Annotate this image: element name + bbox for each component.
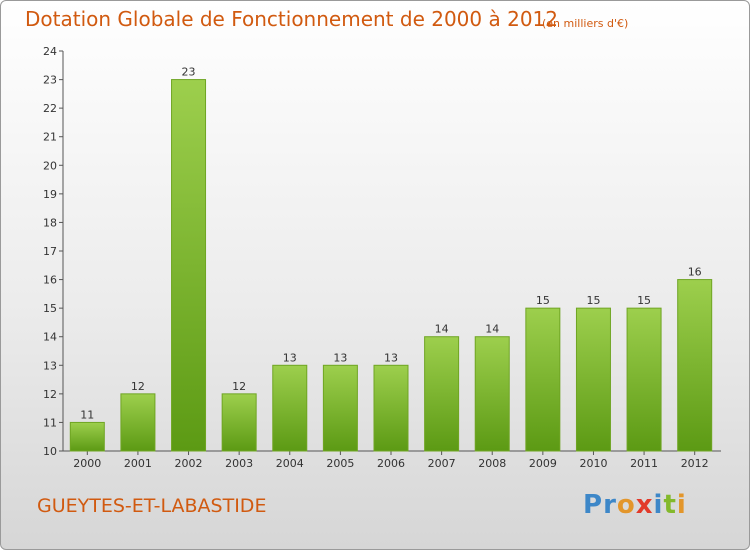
y-tick-label: 24 (43, 45, 57, 58)
bar (626, 307, 662, 452)
y-tick-label: 22 (43, 102, 57, 115)
bar (525, 307, 561, 452)
bar (69, 421, 105, 452)
x-tick-label: 2000 (73, 457, 101, 470)
bar (221, 393, 257, 452)
bar (677, 279, 713, 452)
data-label: 16 (688, 266, 702, 279)
bar (474, 336, 510, 452)
logo-letter: x (635, 490, 654, 520)
commune-name: GUEYTES-ET-LABASTIDE (37, 495, 267, 517)
data-label: 12 (131, 380, 145, 393)
data-label: 11 (80, 408, 94, 421)
bar (373, 364, 409, 452)
bar (171, 79, 207, 452)
data-label: 14 (485, 323, 499, 336)
y-tick-label: 23 (43, 74, 57, 87)
x-tick-label: 2004 (276, 457, 304, 470)
logo-letter: i (653, 490, 664, 520)
y-tick-label: 18 (43, 216, 57, 229)
data-label: 23 (182, 66, 196, 79)
y-tick-label: 11 (43, 416, 57, 429)
data-label: 13 (283, 351, 297, 364)
data-label: 15 (637, 294, 651, 307)
bar (322, 364, 358, 452)
labels: 2000 11 2001 12 2002 23 2003 12 2004 13 2005 13 2006… (73, 66, 708, 470)
x-tick-label: 2005 (326, 457, 354, 470)
data-label: 15 (586, 294, 600, 307)
logo-letter: i (676, 490, 687, 520)
x-tick-label: 2011 (630, 457, 658, 470)
y-tick-label: 12 (43, 388, 57, 401)
logo-letter: o (616, 490, 636, 520)
data-label: 13 (384, 351, 398, 364)
x-tick-label: 2008 (478, 457, 506, 470)
bar (575, 307, 611, 452)
x-tick-label: 2009 (529, 457, 557, 470)
bar (272, 364, 308, 452)
x-tick-label: 2007 (428, 457, 456, 470)
x-tick-label: 2001 (124, 457, 152, 470)
chart-title: Dotation Globale de Fonctionnement de 20… (25, 7, 558, 31)
axes: 10 11 12 13 14 15 16 17 18 19 20 21 22 23 24 (43, 45, 721, 458)
chart-subtitle: (en milliers d'€) (542, 17, 629, 30)
x-tick-label: 2010 (579, 457, 607, 470)
proxiti-logo[interactable]: Proxiti (583, 490, 687, 520)
data-label: 13 (333, 351, 347, 364)
y-tick-label: 20 (43, 159, 57, 172)
logo-letter: r (603, 490, 617, 520)
y-tick-label: 10 (43, 445, 57, 458)
y-tick-label: 16 (43, 274, 57, 287)
data-label: 15 (536, 294, 550, 307)
y-tick-label: 14 (43, 331, 57, 344)
y-tick-label: 21 (43, 131, 57, 144)
logo-letter: t (663, 490, 677, 520)
x-tick-label: 2003 (225, 457, 253, 470)
y-tick-label: 15 (43, 302, 57, 315)
y-tick-label: 19 (43, 188, 57, 201)
x-tick-label: 2012 (681, 457, 709, 470)
data-label: 14 (435, 323, 449, 336)
y-tick-label: 17 (43, 245, 57, 258)
y-tick-label: 13 (43, 359, 57, 372)
bar (120, 393, 156, 452)
bar (424, 336, 460, 452)
x-tick-label: 2002 (175, 457, 203, 470)
logo-letter: P (583, 490, 604, 520)
data-label: 12 (232, 380, 246, 393)
bars (69, 79, 713, 452)
x-tick-label: 2006 (377, 457, 405, 470)
